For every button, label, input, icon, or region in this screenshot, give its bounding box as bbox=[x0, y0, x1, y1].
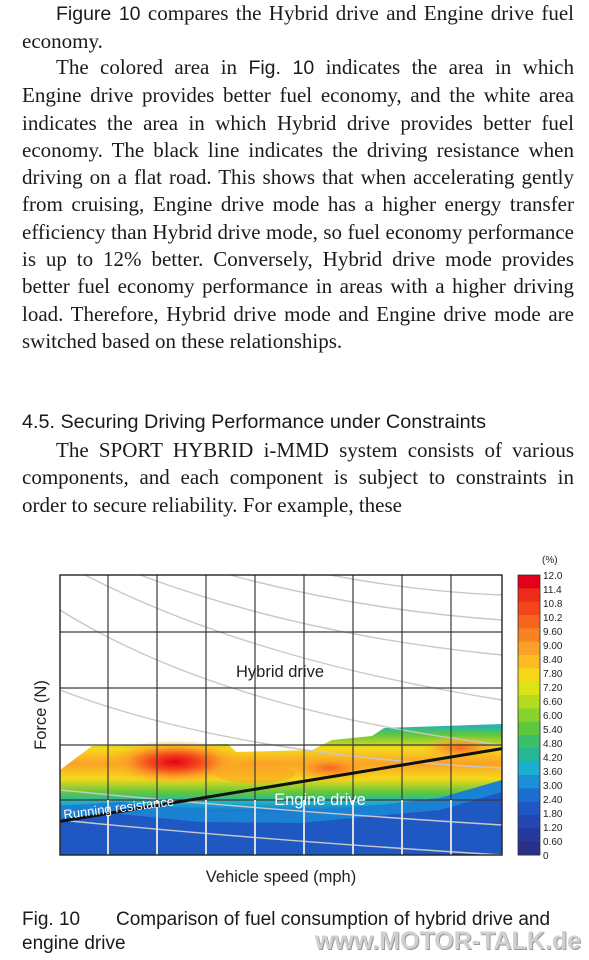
plot-frame bbox=[59, 574, 503, 856]
caption-label: Fig. 10 bbox=[22, 909, 81, 930]
colorbar-swatch bbox=[518, 721, 540, 736]
figure-10-chart: Hybrid drive Engine drive Running resist… bbox=[0, 540, 589, 900]
colorbar-swatch bbox=[518, 588, 540, 603]
colorbar-swatch bbox=[518, 628, 540, 643]
y-axis-label: Force (N) bbox=[32, 680, 50, 750]
colorbar-tick-label: 4.80 bbox=[543, 739, 563, 750]
colorbar-swatch bbox=[518, 695, 540, 709]
colorbar-swatch bbox=[518, 748, 540, 763]
colorbar-tick-label: 0 bbox=[543, 851, 549, 862]
colorbar-swatch bbox=[518, 761, 540, 776]
paragraph-2: The colored area in Fig. 10 indicates th… bbox=[22, 55, 574, 353]
paragraph-1: Figure 10 compares the Hybrid drive and … bbox=[22, 1, 574, 54]
colorbar-swatch bbox=[518, 735, 540, 749]
colorbar-swatch bbox=[518, 788, 540, 803]
figure-caption: Fig. 10 Comparison of fuel consumption of… bbox=[22, 908, 582, 956]
contour-lines bbox=[60, 575, 502, 855]
colorbar-swatch bbox=[518, 775, 540, 789]
colorbar: (%) 12.0 11.4 10.8 10.2 9.60 9.00 8.40 7.80 7.20… bbox=[517, 555, 563, 862]
colorbar-swatch bbox=[518, 708, 540, 723]
colorbar-unit: (%) bbox=[542, 555, 558, 566]
chart-svg: Hybrid drive Engine drive Running resist… bbox=[32, 555, 563, 886]
hybrid-drive-label: Hybrid drive bbox=[236, 663, 324, 681]
plot-area bbox=[60, 575, 502, 855]
figure-ref: Figure 10 bbox=[56, 3, 141, 25]
colorbar-tick-label: 1.20 bbox=[543, 823, 563, 834]
colorbar-frame bbox=[517, 574, 541, 856]
caption-text: Comparison of fuel consumption of hybrid… bbox=[22, 909, 551, 954]
colorbar-tick-label: 9.60 bbox=[543, 627, 563, 638]
running-resistance-line bbox=[60, 747, 502, 823]
colorbar-tick-label: 6.60 bbox=[543, 697, 563, 708]
colorbar-tick-label: 8.40 bbox=[543, 655, 563, 666]
colorbar-tick-label: 11.4 bbox=[543, 585, 562, 596]
colorbar-swatch bbox=[518, 801, 540, 816]
colorbar-swatch bbox=[518, 828, 540, 843]
colorbar-tick-label: 1.80 bbox=[543, 809, 563, 820]
colorbar-swatch bbox=[518, 575, 540, 589]
colorbar-tick-label: 7.20 bbox=[543, 683, 563, 694]
colorbar-tick-label: 2.40 bbox=[543, 795, 563, 806]
colorbar-tick-label: 4.20 bbox=[543, 753, 563, 764]
colorbar-tick-label: 6.00 bbox=[543, 711, 563, 722]
colorbar-tick-label: 3.00 bbox=[543, 781, 563, 792]
colorbar-swatch bbox=[518, 681, 540, 696]
colorbar-tick-label: 12.0 bbox=[543, 571, 563, 582]
colorbar-tick-label: 10.2 bbox=[543, 613, 563, 624]
x-axis-label: Vehicle speed (mph) bbox=[206, 868, 356, 886]
section-heading: 4.5. Securing Driving Performance under … bbox=[22, 411, 486, 433]
watermark-logo: www.MOTOR-TALK.de bbox=[314, 927, 581, 955]
colorbar-tick-label: 10.8 bbox=[543, 599, 563, 610]
colorbar-swatch bbox=[518, 668, 540, 683]
colorbar-swatch bbox=[518, 601, 540, 616]
colorbar-tick-label: 5.40 bbox=[543, 725, 563, 736]
colorbar-tick-label: 3.60 bbox=[543, 767, 563, 778]
colorbar-tick-label: 9.00 bbox=[543, 641, 563, 652]
engine-drive-label: Engine drive bbox=[274, 791, 366, 809]
colorbar-swatch bbox=[518, 615, 540, 629]
colorbar-swatch bbox=[518, 841, 540, 856]
figure-ref: Fig. 10 bbox=[248, 57, 315, 79]
colorbar-swatch bbox=[518, 815, 540, 829]
colorbar-tick-label: 7.80 bbox=[543, 669, 563, 680]
colorbar-swatch bbox=[518, 655, 540, 669]
peak-efficiency-zone bbox=[105, 740, 245, 784]
colorbar-swatch bbox=[518, 641, 540, 656]
paragraph-3: The SPORT HYBRID i-MMD system consists o… bbox=[22, 438, 574, 517]
colorbar-tick-label: 0.60 bbox=[543, 837, 563, 848]
